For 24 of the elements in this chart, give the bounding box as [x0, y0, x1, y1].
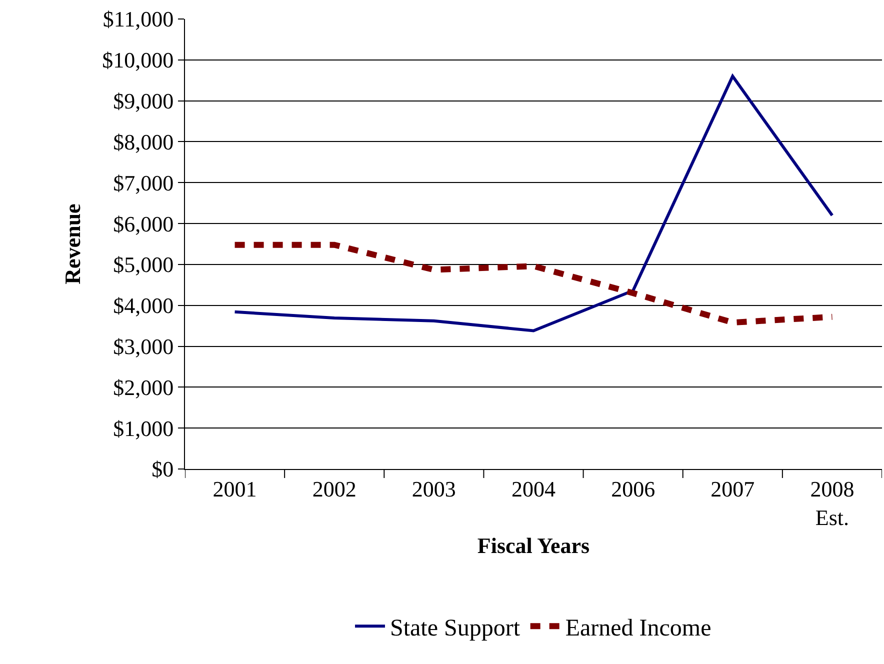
x-tick-label: 2008 Est.: [810, 476, 854, 530]
y-tick-label: $5,000: [113, 252, 174, 278]
y-tick-label: $9,000: [113, 88, 174, 114]
y-tick-label: $8,000: [113, 129, 174, 154]
y-tick-label: $7,000: [113, 170, 174, 196]
y-tick-label: $3,000: [113, 334, 174, 359]
y-tick-label: $4,000: [113, 293, 174, 318]
line-series: [233, 74, 834, 332]
x-tick-label: 2002: [312, 476, 356, 502]
x-tick-label: 2007: [710, 476, 755, 502]
x-tick-label: 2006: [611, 476, 656, 502]
y-tick-label: $0: [152, 456, 174, 482]
legend-label: State Support: [390, 615, 520, 642]
legend-label: Earned Income: [565, 615, 712, 642]
x-axis-title: Fiscal Years: [477, 532, 590, 558]
x-tick-label: 2003: [412, 476, 456, 502]
y-tick-label: $2,000: [113, 374, 174, 400]
y-axis-title: Revenue: [60, 203, 85, 284]
y-tick-label: $6,000: [113, 211, 174, 236]
x-tick-label: 2001: [212, 476, 257, 502]
y-tick-label: $11,000: [102, 6, 174, 32]
y-tick-label: $10,000: [102, 48, 174, 73]
y-tick-label: $1,000: [113, 416, 174, 441]
x-tick-label: 2004: [512, 476, 556, 502]
